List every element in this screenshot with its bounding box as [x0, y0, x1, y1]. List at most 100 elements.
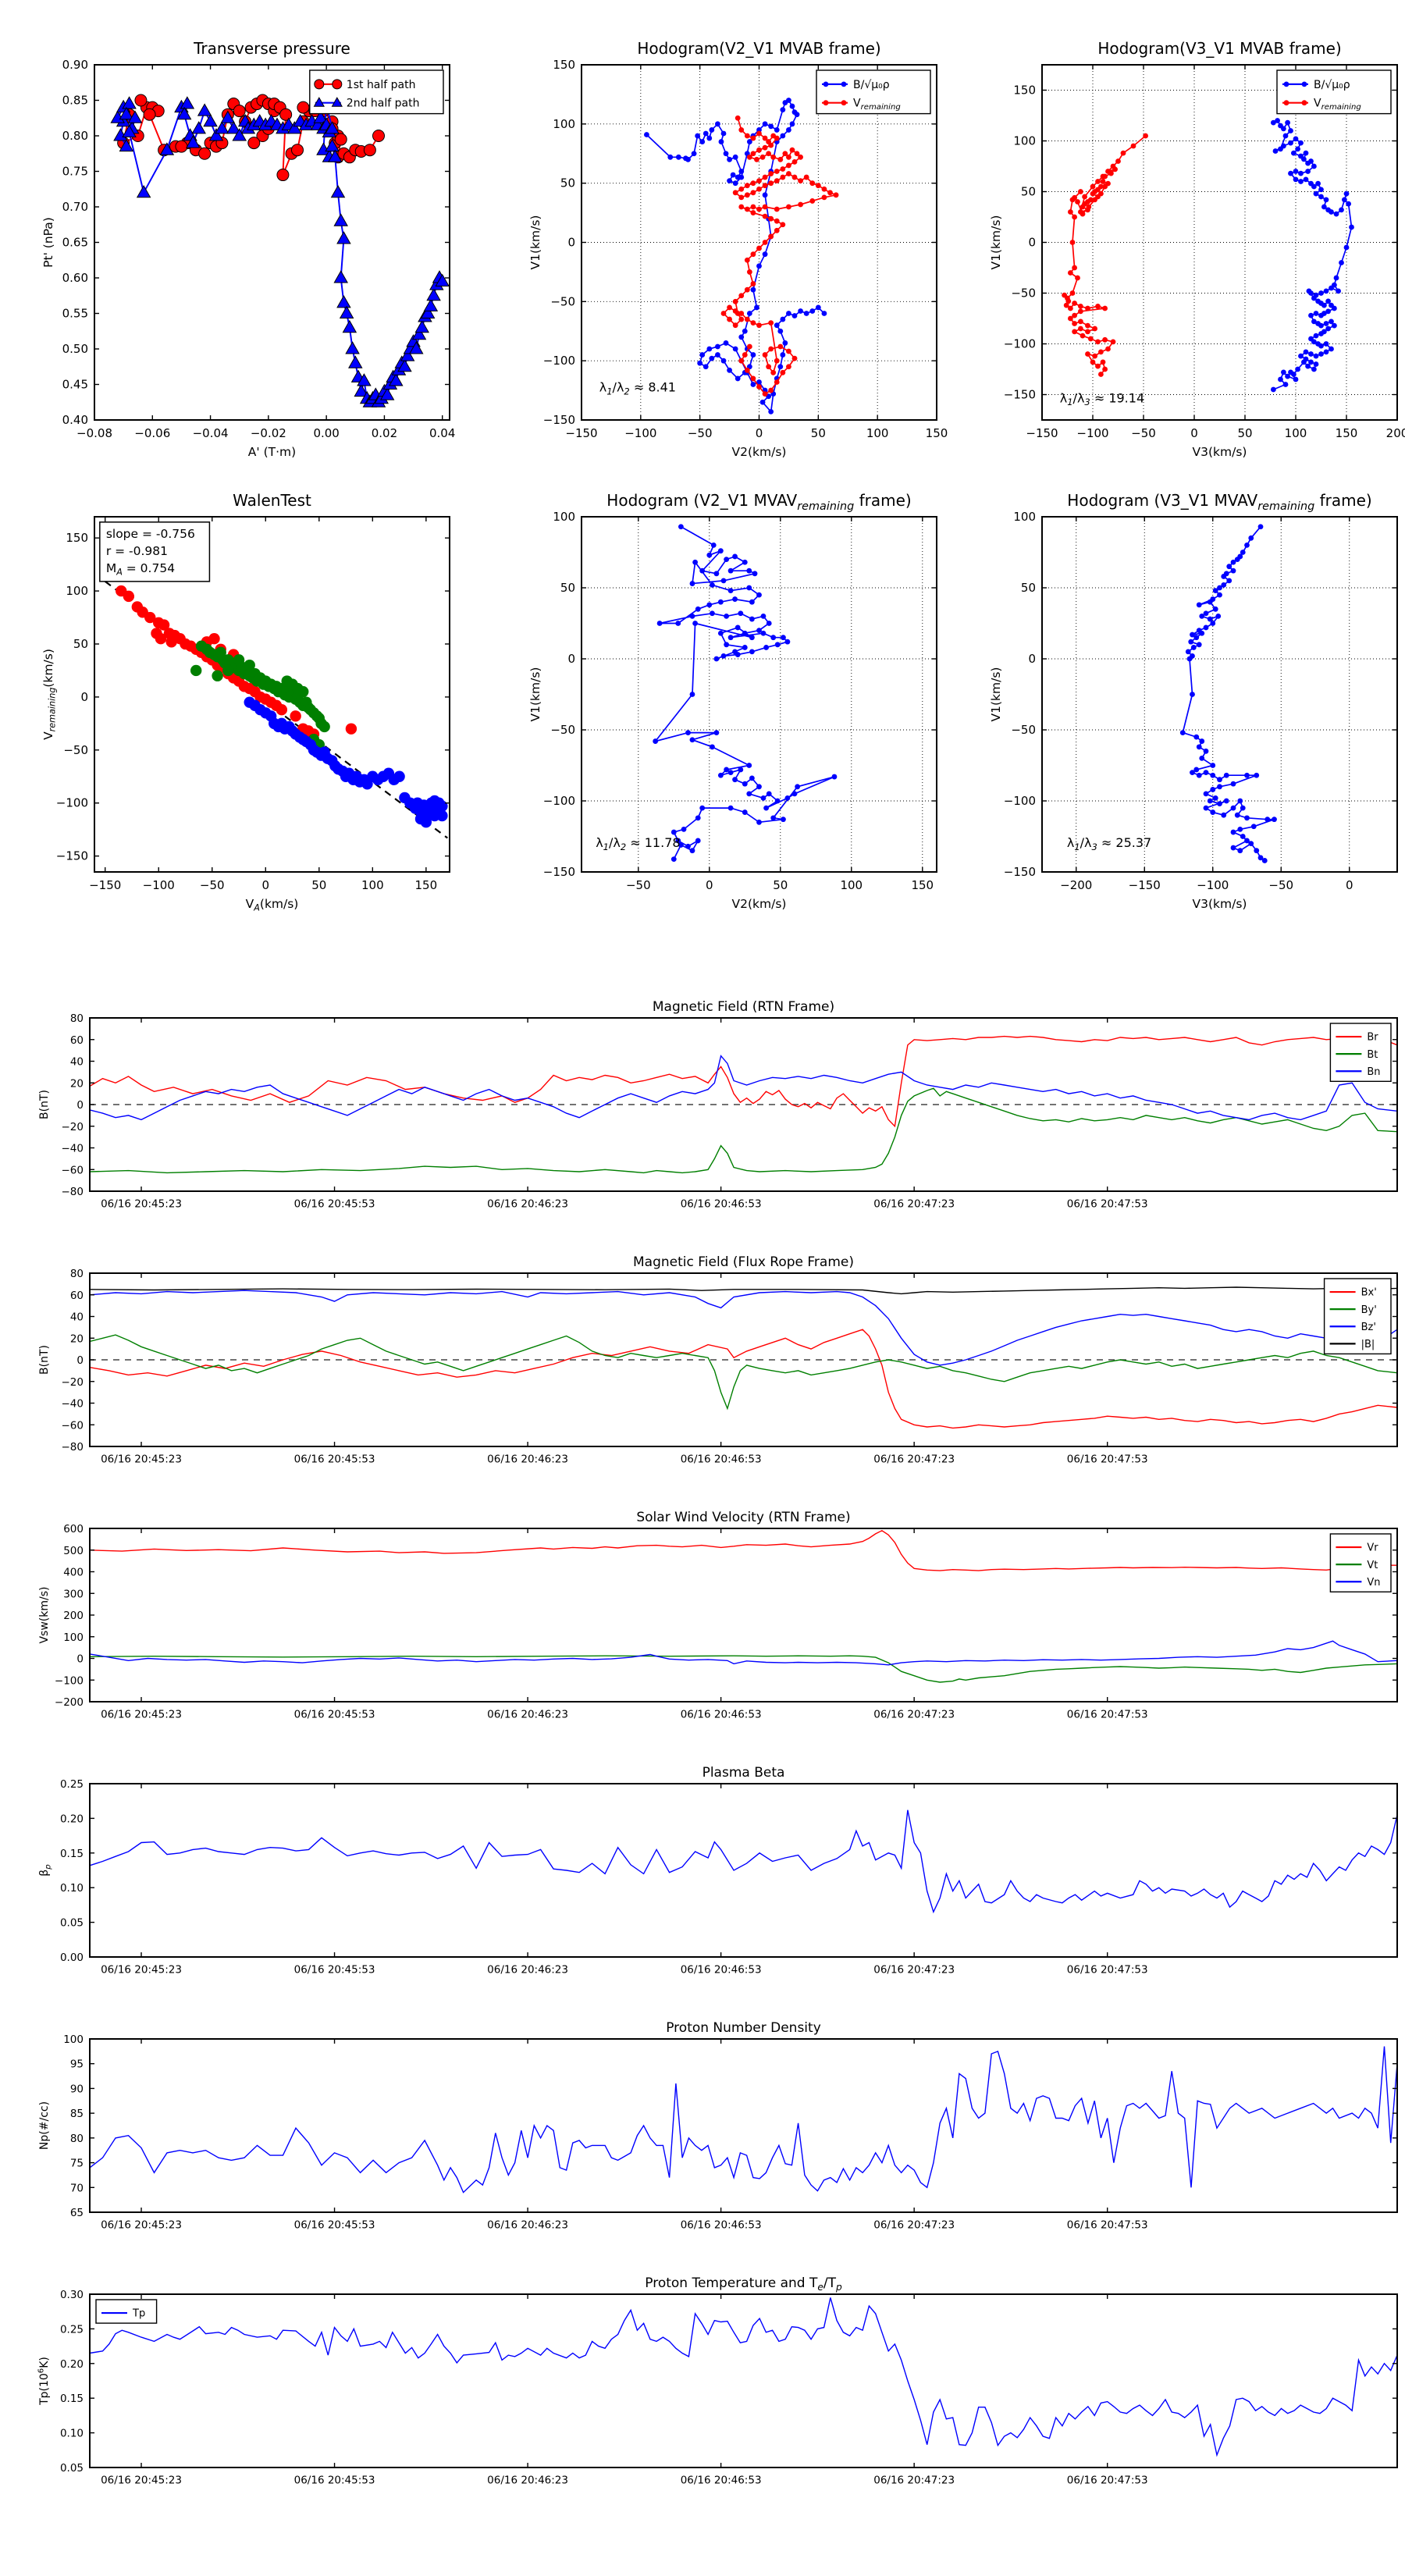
series-second-half-path	[110, 96, 450, 407]
legend-label: 1st half path	[347, 79, 416, 91]
point-marker	[762, 240, 768, 245]
point-marker	[1272, 148, 1279, 154]
x-tick-label: 150	[926, 426, 948, 440]
y-axis-label: Tp(106K)	[37, 2357, 51, 2406]
point-marker	[1318, 351, 1324, 357]
series-V-hodogram	[653, 524, 838, 863]
x-tick-label: 06/16 20:45:23	[101, 2219, 182, 2232]
point-marker	[762, 174, 768, 180]
y-tick-label: 20	[70, 1332, 84, 1345]
point-marker	[770, 369, 777, 375]
point-marker	[1329, 209, 1334, 215]
point-marker	[1100, 173, 1106, 180]
point-marker	[699, 568, 706, 574]
series-V-hodogram	[1179, 524, 1277, 863]
point-marker	[1196, 744, 1202, 750]
point-marker	[750, 204, 756, 210]
point-marker	[1085, 329, 1090, 335]
point-marker	[1323, 288, 1329, 294]
point-marker	[695, 815, 701, 821]
point-marker	[393, 770, 405, 782]
point-marker	[1325, 326, 1331, 332]
y-tick-label: 0.75	[62, 165, 88, 179]
point-marker	[742, 645, 748, 650]
point-marker	[750, 210, 756, 215]
point-marker	[756, 245, 762, 251]
point-marker	[713, 656, 720, 662]
legend: B/√μ₀ρ Vremaining	[816, 69, 931, 115]
triangle-marker	[389, 373, 404, 386]
point-marker	[1293, 176, 1299, 183]
point-marker	[699, 805, 706, 811]
series-line	[89, 2046, 1398, 2194]
point-marker	[1323, 321, 1329, 326]
point-marker	[1072, 301, 1077, 306]
point-marker	[791, 174, 798, 180]
point-marker	[717, 772, 724, 778]
point-marker	[735, 115, 741, 121]
point-marker	[1293, 376, 1299, 382]
point-marker	[777, 328, 784, 334]
point-marker	[1226, 578, 1232, 584]
point-marker	[815, 183, 821, 189]
x-tick-label: 06/16 20:47:53	[1067, 1198, 1148, 1211]
point-marker	[208, 632, 220, 645]
plot-title: Magnetic Field (Flux Rope Frame)	[633, 1254, 854, 1270]
point-marker	[1288, 170, 1293, 176]
point-marker	[1282, 133, 1289, 139]
y-tick-label: 65	[70, 2207, 84, 2219]
y-tick-label: 500	[63, 1545, 84, 1557]
point-marker	[1346, 201, 1351, 207]
series-line	[89, 1334, 1398, 1411]
point-marker	[1311, 366, 1317, 372]
point-marker	[1295, 366, 1300, 372]
x-tick-label: 0	[1346, 878, 1353, 892]
legend-label: |B|	[1361, 1339, 1375, 1350]
triangle-marker	[357, 373, 372, 386]
x-tick-label: 150	[911, 878, 934, 892]
point-marker	[1221, 812, 1227, 818]
point-marker	[762, 135, 768, 141]
point-marker	[1078, 189, 1083, 194]
point-marker	[1063, 302, 1069, 308]
point-marker	[1303, 349, 1309, 355]
point-marker	[1282, 382, 1289, 387]
point-marker	[1271, 386, 1276, 393]
plot-hodogram-v2v1-mvab: −150 −100 −50 0 50 100 150 −150 −100 −50 0 50 100 150…	[528, 39, 948, 459]
x-tick-label: 06/16 20:46:53	[681, 1709, 762, 1721]
point-marker	[789, 147, 795, 153]
x-tick-label: 06/16 20:46:23	[487, 1198, 568, 1211]
point-marker	[279, 108, 293, 121]
point-marker	[1078, 308, 1083, 315]
point-marker	[1230, 568, 1236, 574]
y-tick-label: 95	[70, 2058, 84, 2071]
y-tick-label: −80	[62, 1186, 84, 1198]
point-marker	[821, 194, 827, 201]
point-marker	[1098, 372, 1104, 377]
y-axis-label: V1(km/s)	[528, 667, 542, 722]
x-tick-label: 150	[1336, 426, 1358, 440]
point-marker	[746, 791, 752, 797]
series-scatter-blue	[244, 696, 448, 828]
y-tick-label: −60	[62, 1164, 84, 1176]
triangle-marker	[220, 110, 236, 123]
series-line	[89, 1655, 1398, 1683]
point-marker	[1075, 199, 1080, 205]
point-marker	[1068, 305, 1073, 311]
point-marker	[789, 103, 795, 109]
point-marker	[695, 606, 701, 612]
point-marker	[823, 81, 829, 87]
point-marker	[1210, 772, 1216, 778]
y-tick-label: 75	[70, 2158, 84, 2170]
point-marker	[732, 298, 738, 304]
point-marker	[1301, 100, 1307, 106]
x-tick-label: 06/16 20:45:53	[294, 1453, 375, 1466]
y-tick-label: 70	[70, 2182, 84, 2194]
point-marker	[1230, 845, 1236, 851]
point-marker	[1339, 260, 1344, 265]
point-marker	[777, 364, 784, 370]
point-marker	[784, 795, 791, 801]
point-marker	[750, 375, 756, 382]
point-marker	[774, 178, 780, 184]
plot-title: Hodogram(V3_V1 MVAB frame)	[1097, 39, 1341, 58]
